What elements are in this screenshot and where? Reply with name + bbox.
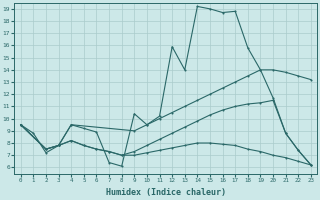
X-axis label: Humidex (Indice chaleur): Humidex (Indice chaleur) bbox=[106, 188, 226, 197]
